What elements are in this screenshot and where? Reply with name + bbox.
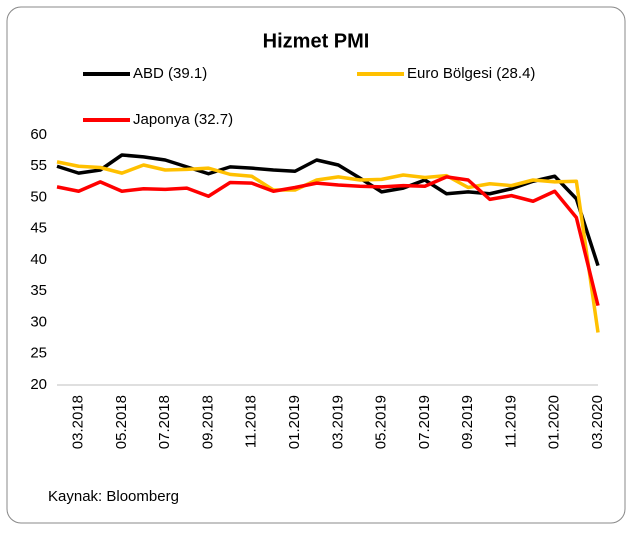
x-tick-label: 05.2018	[113, 395, 130, 449]
y-tick-label: 40	[30, 251, 47, 268]
y-tick-label: 35	[30, 282, 47, 299]
y-tick-label: 25	[30, 345, 47, 362]
legend-label: Euro Bölgesi (28.4)	[407, 65, 535, 82]
series-line	[56, 153, 600, 267]
x-tick-label: 01.2019	[286, 395, 303, 449]
x-tick-label: 07.2018	[156, 395, 173, 449]
chart-title: Hizmet PMI	[263, 30, 370, 52]
y-tick-label: 50	[30, 188, 47, 205]
x-tick-label: 07.2019	[416, 395, 433, 449]
x-tick-label: 11.2018	[243, 395, 260, 448]
source-note: Kaynak: Bloomberg	[48, 488, 179, 505]
series-line	[56, 160, 600, 333]
x-tick-label: 03.2019	[329, 395, 346, 449]
chart-frame	[6, 6, 626, 524]
x-tick-label: 03.2018	[70, 395, 87, 449]
x-tick-label: 09.2019	[459, 395, 476, 449]
x-tick-label: 03.2020	[589, 395, 606, 449]
series-line	[56, 175, 600, 307]
x-tick-label: 01.2020	[546, 395, 563, 449]
legend-label: Japonya (32.7)	[133, 111, 233, 128]
x-tick-label: 05.2019	[373, 395, 390, 449]
y-tick-label: 20	[30, 376, 47, 393]
legend-label: ABD (39.1)	[133, 65, 207, 82]
y-tick-label: 60	[30, 126, 47, 143]
x-tick-label: 11.2019	[502, 395, 519, 448]
y-tick-label: 45	[30, 220, 47, 237]
x-tick-label: 09.2018	[199, 395, 216, 449]
y-tick-label: 30	[30, 313, 47, 330]
y-tick-label: 55	[30, 157, 47, 174]
